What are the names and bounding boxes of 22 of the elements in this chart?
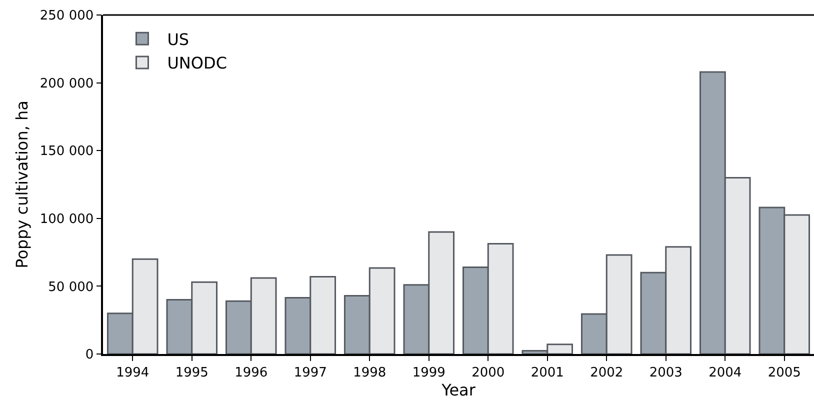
y-axis-title: Poppy cultivation, ha xyxy=(12,100,32,268)
y-tick-label: 50 000 xyxy=(48,280,94,295)
x-tick-label: 1999 xyxy=(412,365,446,380)
x-axis-title: Year xyxy=(440,380,476,400)
x-tick-label: 2002 xyxy=(590,365,624,380)
x-tick-label: 2000 xyxy=(472,365,505,380)
x-tick-label: 1994 xyxy=(116,365,150,380)
legend-label: US xyxy=(167,30,190,49)
y-tick-label: 150 000 xyxy=(40,144,94,160)
x-tick-label: 1998 xyxy=(353,365,386,380)
y-tick-label: 200 000 xyxy=(40,76,94,92)
y-tick-label: 100 000 xyxy=(40,212,94,227)
x-tick-label: 2004 xyxy=(708,365,742,380)
x-tick-label: 1995 xyxy=(175,365,208,380)
y-tick-label: 250 000 xyxy=(40,8,94,24)
x-tick-label: 1997 xyxy=(294,365,327,380)
x-tick-label: 2003 xyxy=(649,365,682,380)
x-tick-label: 2001 xyxy=(530,365,564,380)
x-tick-label: 2005 xyxy=(768,365,801,380)
y-tick-label: 0 xyxy=(85,348,94,363)
legend-label: UNODC xyxy=(167,54,227,73)
x-tick-label: 1996 xyxy=(234,365,268,380)
